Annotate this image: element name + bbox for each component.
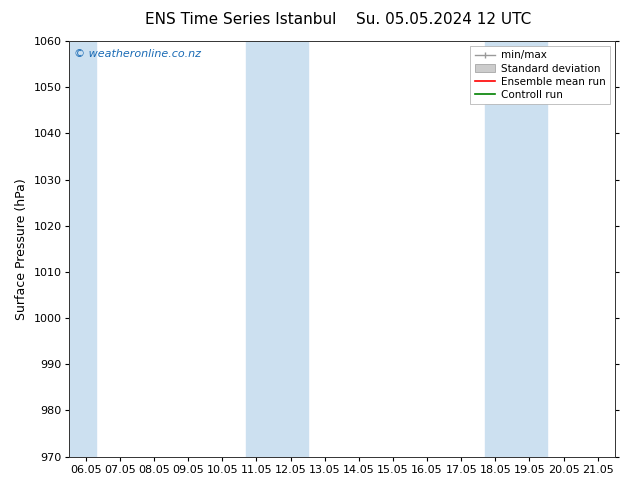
Text: ENS Time Series Istanbul: ENS Time Series Istanbul: [145, 12, 337, 27]
Legend: min/max, Standard deviation, Ensemble mean run, Controll run: min/max, Standard deviation, Ensemble me…: [470, 46, 610, 104]
Bar: [68, 41, 96, 457]
Bar: [246, 41, 307, 457]
Text: © weatheronline.co.nz: © weatheronline.co.nz: [74, 49, 201, 59]
Text: Su. 05.05.2024 12 UTC: Su. 05.05.2024 12 UTC: [356, 12, 531, 27]
Bar: [485, 41, 547, 457]
Y-axis label: Surface Pressure (hPa): Surface Pressure (hPa): [15, 178, 28, 320]
